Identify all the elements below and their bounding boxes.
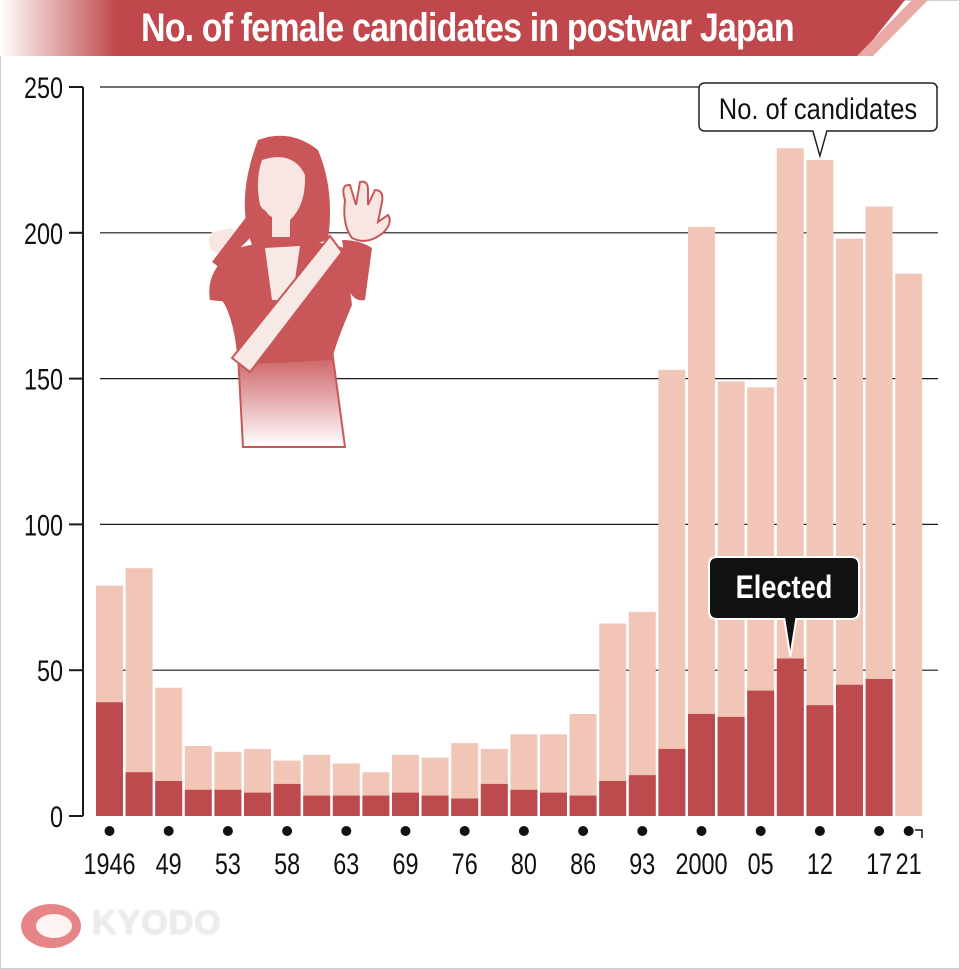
x-tick-dot — [814, 826, 825, 836]
bar-elected-1972 — [421, 795, 449, 816]
bar-candidates-2021 — [895, 273, 923, 816]
bar-elected-2003 — [717, 716, 745, 816]
bar-elected-1963 — [332, 795, 360, 816]
x-tick-label: 69 — [392, 847, 418, 880]
x-tick-dot — [578, 826, 589, 836]
bar-elected-2014 — [836, 684, 863, 816]
x-tick-dot — [459, 826, 470, 836]
bar-elected-2005 — [747, 690, 775, 816]
x-tick-label: 93 — [629, 847, 655, 880]
x-tick-dot — [637, 826, 648, 836]
bar-elected-1979 — [480, 783, 508, 816]
bar-elected-2000 — [688, 713, 715, 816]
bar-elected-1969 — [392, 792, 419, 816]
bar-elected-1953 — [214, 789, 242, 816]
kyodo-logo — [21, 904, 81, 948]
x-tick-label: 12 — [807, 847, 833, 880]
x-tick-dot — [341, 826, 352, 836]
x-tick-dot — [874, 826, 885, 836]
y-tick-label: 0 — [50, 800, 63, 833]
x-axis-end-mark — [915, 829, 923, 838]
candidates-callout-box — [698, 82, 938, 159]
bar-elected-2012 — [806, 705, 834, 816]
x-tick-label: 76 — [452, 847, 478, 880]
y-tick-label: 250 — [24, 71, 63, 104]
x-tick-dot — [163, 826, 174, 836]
x-tick-label: 63 — [333, 847, 359, 880]
bar-elected-1993 — [628, 775, 656, 816]
x-tick-label: 1946 — [83, 847, 135, 880]
x-tick-dot — [222, 826, 233, 836]
x-tick-label: 2000 — [675, 847, 727, 880]
x-tick-label: 05 — [748, 847, 774, 880]
bar-elected-1958 — [273, 783, 301, 816]
bar-elected-1996 — [658, 748, 686, 816]
x-tick-label: 49 — [156, 847, 182, 880]
bar-elected-1990 — [599, 781, 627, 816]
bar-elected-2017 — [865, 678, 893, 816]
bar-elected-1952 — [184, 789, 212, 816]
x-tick-dot — [104, 826, 115, 836]
woman-speaker-illustration — [208, 135, 391, 448]
x-tick-label: 86 — [570, 847, 596, 880]
logo-text: KYODO — [92, 904, 222, 942]
bar-elected-1955 — [244, 792, 271, 816]
bar-elected-1980 — [510, 789, 538, 816]
candidates-callout-label: No. of candidates — [719, 92, 917, 125]
chart-title: No. of female candidates in postwar Japa… — [140, 6, 795, 50]
x-tick-label: 17 — [866, 847, 892, 880]
x-tick-label: 80 — [511, 847, 537, 880]
bar-elected-1967 — [362, 795, 390, 816]
title-banner — [0, 0, 928, 56]
annotations: No. of candidates Elected — [698, 82, 938, 657]
x-tick-dot — [755, 826, 766, 836]
y-tick-label: 200 — [24, 217, 63, 250]
y-tick-label: 50 — [37, 654, 63, 687]
bar-elected-1986 — [569, 795, 597, 816]
x-tick-dot — [282, 826, 293, 836]
elected-callout-label: Elected — [736, 570, 833, 606]
y-tick-label: 100 — [24, 509, 63, 542]
x-tick-label: 21 — [896, 847, 922, 880]
bar-elected-1976 — [451, 798, 479, 816]
x-tick-dot — [903, 826, 914, 836]
bar-candidates-1996 — [658, 369, 686, 816]
bar-elected-2009 — [776, 658, 804, 816]
x-tick-dot — [696, 826, 707, 836]
x-tick-label: 53 — [215, 847, 241, 880]
bars — [96, 148, 923, 817]
x-tick-label: 58 — [274, 847, 300, 880]
bar-elected-1960 — [303, 795, 331, 816]
elected-callout-box — [708, 556, 860, 657]
bar-elected-1947 — [125, 772, 153, 816]
x-tick-dot — [518, 826, 529, 836]
x-tick-dot — [400, 826, 411, 836]
bar-elected-1983 — [540, 792, 567, 816]
y-tick-label: 150 — [24, 363, 63, 396]
bar-elected-1946 — [96, 702, 123, 816]
bar-elected-1949 — [155, 781, 183, 816]
